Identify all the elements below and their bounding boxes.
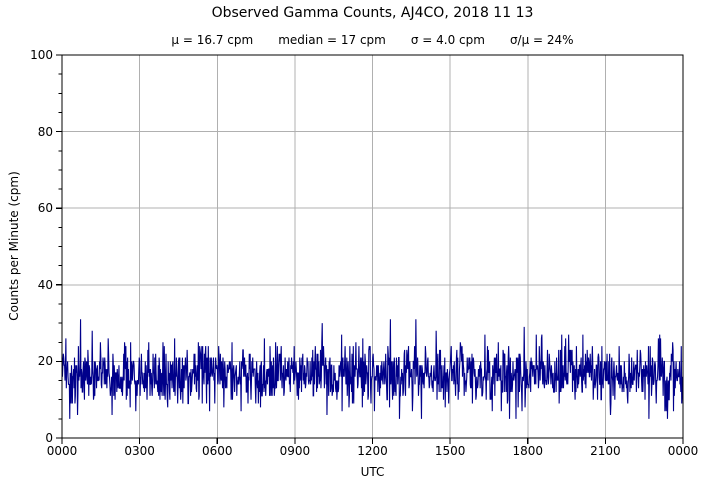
x-tick-label: 0000 <box>667 444 699 458</box>
x-tick-label: 0000 <box>46 444 78 458</box>
y-tick-label: 100 <box>30 48 53 62</box>
chart-stats-line: μ = 16.7 cpm median = 17 cpm σ = 4.0 cpm… <box>62 32 683 48</box>
stat-sigma-over-mu: σ/μ = 24% <box>509 33 574 47</box>
y-tick-label: 60 <box>37 201 53 216</box>
x-tick-label: 1800 <box>512 444 544 458</box>
gamma-counts-trace <box>61 319 684 419</box>
y-tick-label: 40 <box>37 277 53 292</box>
stat-mean: μ = 16.7 cpm <box>171 33 254 47</box>
y-tick-label: 0 <box>45 431 53 445</box>
stat-median: median = 17 cpm <box>278 33 386 47</box>
chart-title: Observed Gamma Counts, AJ4CO, 2018 11 13 <box>211 5 534 21</box>
stat-sigma: σ = 4.0 cpm <box>410 33 485 47</box>
x-tick-label: 0900 <box>279 444 311 458</box>
x-tick-label: 1200 <box>357 444 388 458</box>
x-tick-label: 0600 <box>201 444 233 458</box>
x-tick-label: 0300 <box>124 444 155 458</box>
x-axis-label: UTC <box>360 465 385 479</box>
y-tick-label: 80 <box>37 124 53 139</box>
x-tick-label: 2100 <box>590 444 621 458</box>
y-tick-label: 20 <box>37 354 53 369</box>
x-tick-label: 1500 <box>434 444 466 458</box>
